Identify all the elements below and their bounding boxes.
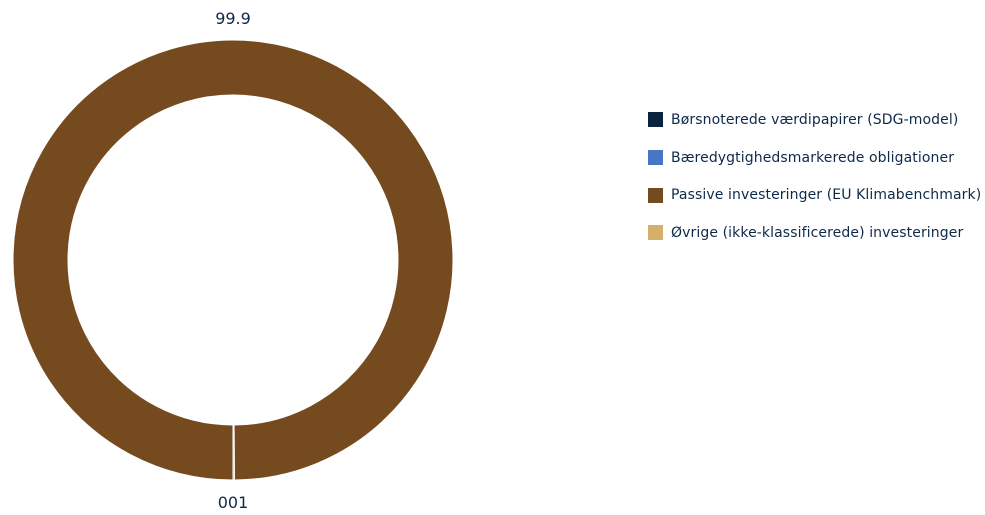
legend-label-sustainability-bonds: Bæredygtighedsmarkerede obligationer bbox=[671, 149, 955, 166]
legend-swatch-other-investments bbox=[648, 225, 663, 241]
legend-swatch-listed-securities bbox=[648, 112, 663, 128]
legend-swatch-passive-investments bbox=[648, 187, 663, 203]
chart-legend: Børsnoterede værdipapirer (SDG-model) Bæ… bbox=[648, 101, 981, 252]
legend-item-listed-securities[interactable]: Børsnoterede værdipapirer (SDG-model) bbox=[648, 101, 981, 139]
legend-item-passive-investments[interactable]: Passive investeringer (EU Klimabenchmark… bbox=[648, 176, 981, 214]
legend-label-other-investments: Øvrige (ikke-klassificerede) investering… bbox=[671, 224, 964, 241]
legend-label-listed-securities: Børsnoterede værdipapirer (SDG-model) bbox=[671, 111, 959, 128]
legend-swatch-sustainability-bonds bbox=[648, 150, 663, 166]
donut-slice-3[interactable] bbox=[232, 424, 235, 481]
legend-item-other-investments[interactable]: Øvrige (ikke-klassificerede) investering… bbox=[648, 214, 981, 252]
legend-label-passive-investments: Passive investeringer (EU Klimabenchmark… bbox=[671, 187, 982, 204]
legend-item-sustainability-bonds[interactable]: Bæredygtighedsmarkerede obligationer bbox=[648, 139, 981, 177]
donut-slices bbox=[12, 39, 454, 481]
data-label-other: 001 bbox=[218, 493, 249, 511]
data-label-passive: 99.9 bbox=[215, 9, 251, 28]
donut-slice-2[interactable] bbox=[12, 39, 454, 481]
